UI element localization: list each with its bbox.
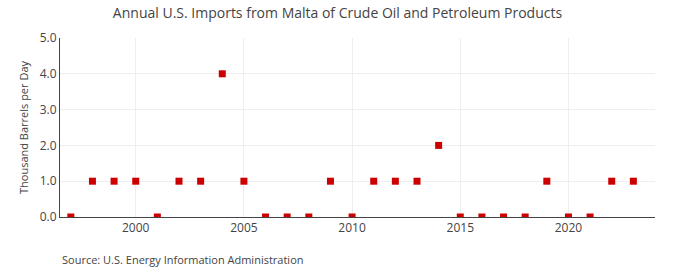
svg-text:Source: U.S. Energy Informatio: Source: U.S. Energy Information Administ… [62, 252, 304, 267]
svg-text:4.0: 4.0 [40, 65, 57, 82]
svg-text:1.0: 1.0 [40, 172, 57, 189]
svg-text:2.0: 2.0 [40, 137, 57, 154]
svg-text:2005: 2005 [230, 219, 258, 236]
svg-text:0.0: 0.0 [40, 208, 57, 225]
svg-text:2020: 2020 [555, 219, 583, 236]
svg-text:Annual U.S. Imports from Malta: Annual U.S. Imports from Malta of Crude … [113, 3, 563, 22]
svg-text:3.0: 3.0 [40, 101, 57, 118]
svg-text:5.0: 5.0 [40, 29, 57, 46]
svg-text:2000: 2000 [122, 219, 150, 236]
svg-text:2010: 2010 [338, 219, 366, 236]
svg-text:2015: 2015 [447, 219, 475, 236]
svg-text:Thousand Barrels per Day: Thousand Barrels per Day [16, 61, 31, 194]
